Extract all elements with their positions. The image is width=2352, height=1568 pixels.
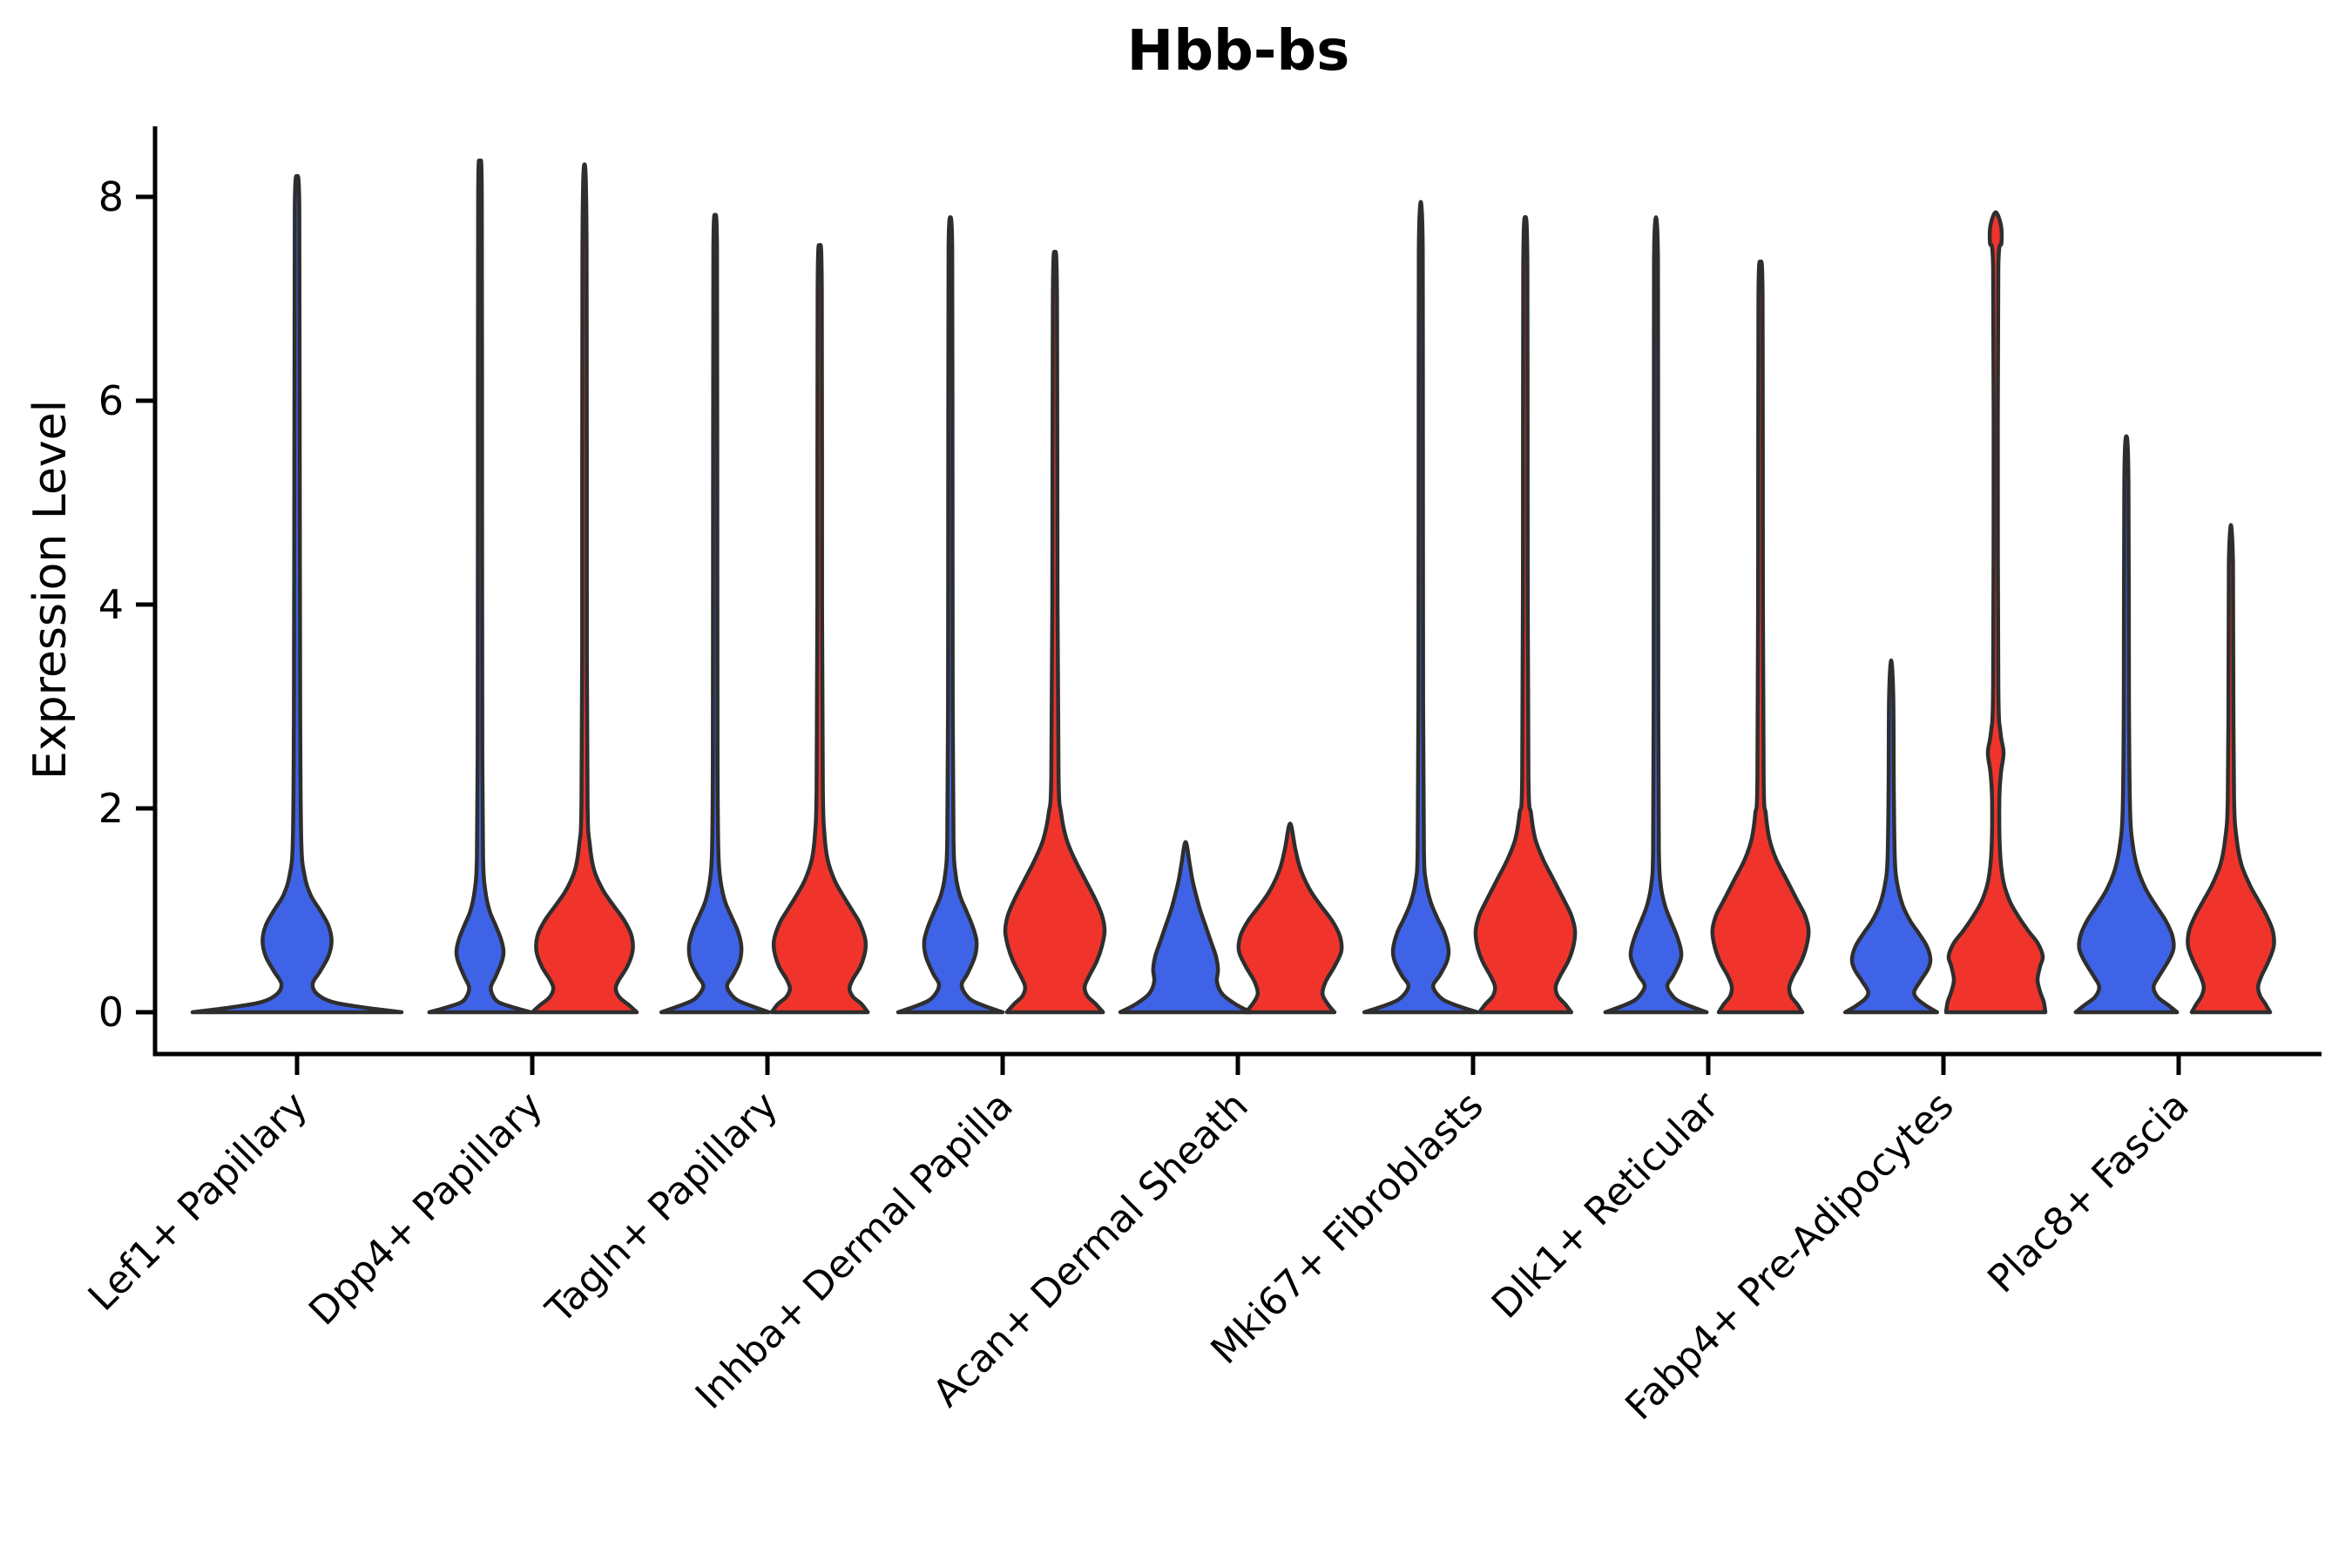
- violin-blue-4: [1118, 840, 1254, 1015]
- y-tick-label: 0: [98, 989, 124, 1036]
- violin-red-7: [1943, 210, 2048, 1015]
- violin-blue-8: [2073, 434, 2180, 1015]
- x-tick-label: Dlk1+ Reticular: [1484, 1083, 1728, 1328]
- y-tick-label: 2: [98, 785, 124, 832]
- violin-blue-2: [659, 213, 772, 1015]
- violin-blue-3: [896, 215, 1005, 1015]
- x-tick-label: Plac8+ Fascia: [1979, 1084, 2198, 1302]
- violin-blue-1: [427, 159, 533, 1015]
- violin-red-4: [1236, 821, 1344, 1015]
- x-tick-label: Lef1+ Papillary: [80, 1084, 316, 1320]
- violin-red-6: [1710, 260, 1811, 1015]
- violin-red-8: [2186, 523, 2276, 1015]
- chart-title: Hbb-bs: [1126, 19, 1350, 84]
- y-tick-label: 8: [98, 173, 124, 220]
- violin-red-2: [769, 243, 870, 1015]
- violin-red-3: [1003, 249, 1107, 1015]
- violin-red-5: [1473, 215, 1578, 1015]
- violin-blue-6: [1603, 215, 1709, 1015]
- x-tick-label: Dpp4+ Papillary: [301, 1084, 551, 1335]
- violin-red-1: [530, 162, 639, 1015]
- x-tick-label: Mki67+ Fibroblasts: [1202, 1084, 1491, 1373]
- y-tick-label: 6: [98, 377, 124, 424]
- violin-blue-7: [1842, 659, 1940, 1015]
- x-tick-label: Tagln+ Papillary: [537, 1084, 787, 1333]
- violin-blue-0: [190, 173, 404, 1015]
- violin-blue-5: [1362, 199, 1480, 1015]
- y-tick-label: 4: [98, 581, 124, 628]
